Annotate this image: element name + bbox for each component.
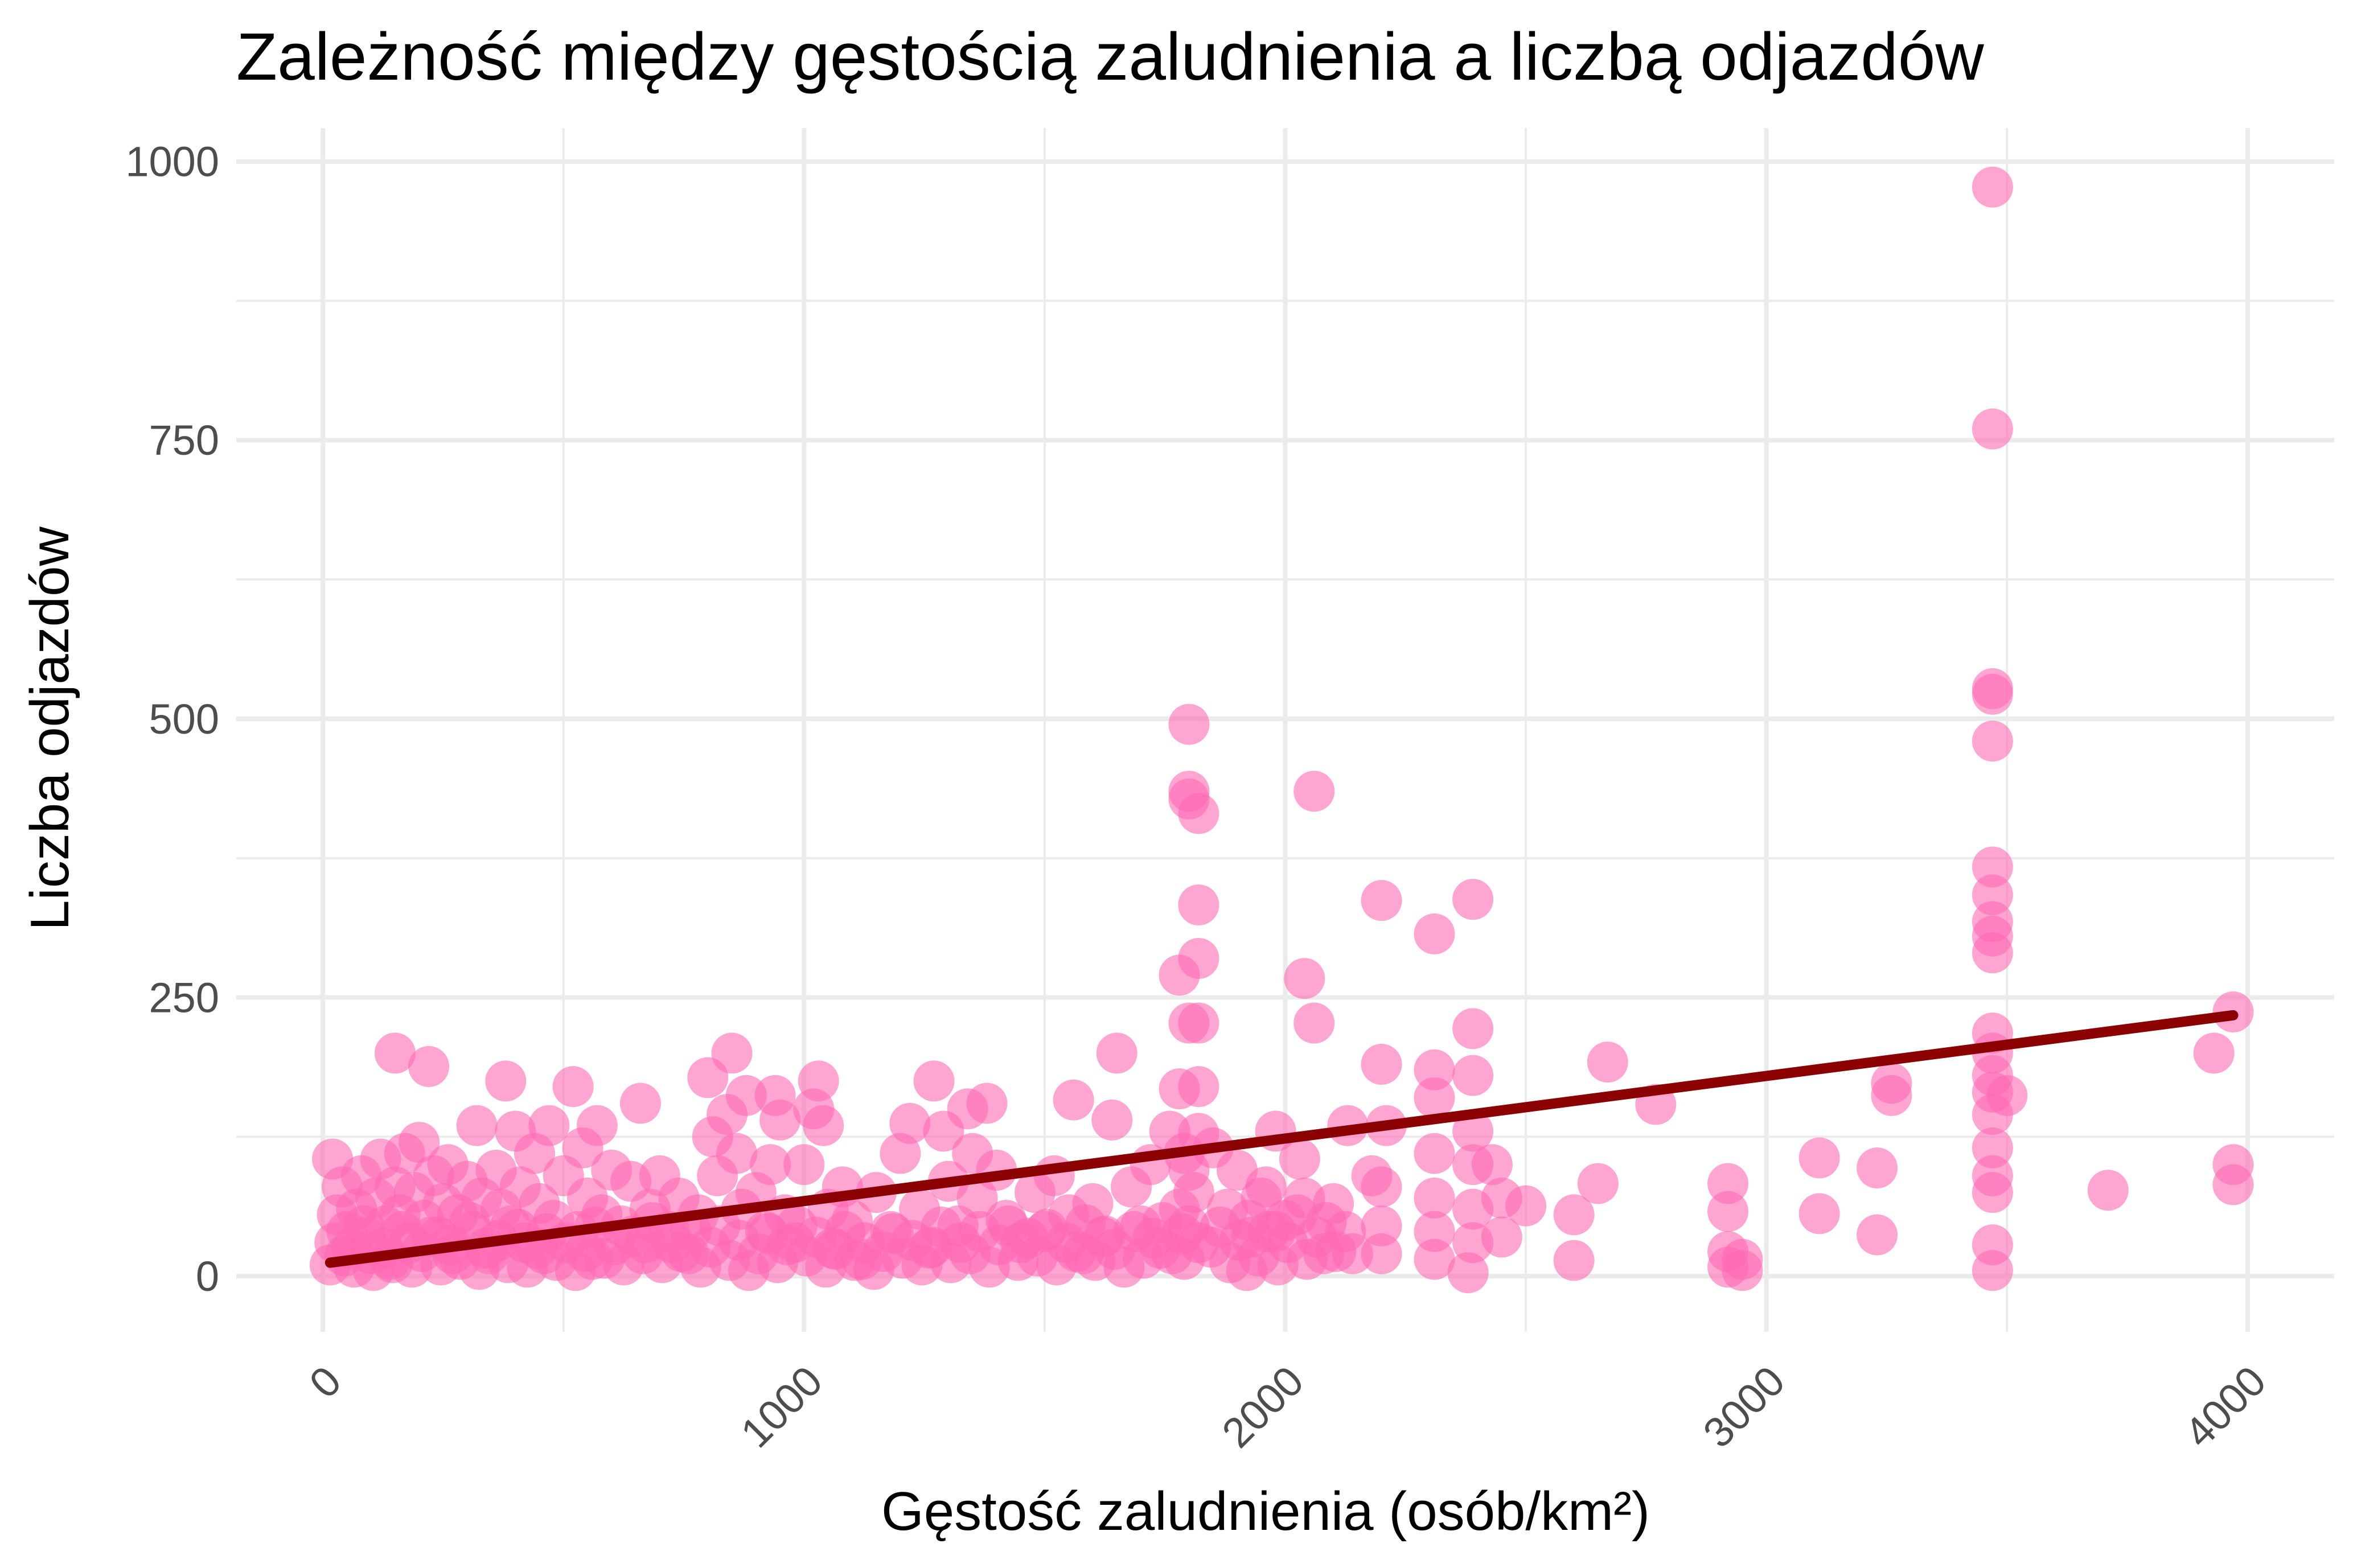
data-point	[1857, 1214, 1898, 1256]
data-point	[798, 1060, 839, 1102]
y-axis-title: Liczba odjazdów	[19, 526, 80, 930]
trend-line	[325, 1010, 2239, 1268]
data-point	[1178, 884, 1219, 925]
data-point	[1857, 1147, 1898, 1189]
data-point	[1361, 1233, 1402, 1274]
data-point	[528, 1105, 570, 1146]
data-point	[1447, 1252, 1489, 1294]
data-point	[552, 1066, 594, 1108]
trend-line-group	[325, 1010, 2239, 1268]
data-point	[399, 1122, 440, 1163]
data-point	[1577, 1163, 1619, 1204]
data-point	[889, 1102, 931, 1144]
data-point	[1279, 1138, 1320, 1180]
data-point	[1414, 1238, 1455, 1280]
data-point	[1587, 1042, 1628, 1083]
data-point	[1091, 1099, 1133, 1141]
data-point	[913, 1060, 955, 1102]
data-point	[576, 1105, 618, 1146]
data-point	[1361, 880, 1402, 921]
data-point	[716, 1133, 757, 1174]
data-point	[1351, 1155, 1393, 1196]
data-point	[1284, 958, 1325, 999]
data-point	[1553, 1194, 1595, 1236]
data-point	[1178, 793, 1219, 834]
data-point	[1414, 913, 1455, 954]
chart-title: Zależność między gęstością zaludnienia a…	[236, 19, 1984, 94]
data-point	[1972, 721, 2013, 762]
y-tick-label: 500	[149, 695, 219, 743]
data-point	[1168, 703, 1210, 745]
data-point	[750, 1144, 791, 1186]
data-point	[1505, 1185, 1547, 1227]
data-point	[966, 1083, 1008, 1124]
data-point	[374, 1032, 416, 1074]
data-point	[1471, 1144, 1513, 1186]
data-point	[1033, 1155, 1075, 1196]
data-point	[1096, 1032, 1138, 1074]
data-point	[1053, 1079, 1094, 1121]
y-tick-label: 0	[196, 1253, 219, 1300]
y-tick-label: 250	[149, 974, 219, 1021]
y-tick-label: 750	[149, 417, 219, 464]
data-point	[1972, 166, 2013, 208]
data-point	[1361, 1044, 1402, 1085]
data-point	[1722, 1250, 1763, 1291]
data-point	[1414, 1178, 1455, 1219]
data-point	[1553, 1240, 1595, 1281]
data-point	[803, 1105, 844, 1146]
data-point	[1293, 771, 1335, 812]
x-axis-title: Gęstość zaludnienia (osób/km²)	[881, 1481, 1650, 1542]
data-point	[1972, 932, 2013, 974]
data-point	[1325, 1211, 1366, 1252]
data-point	[759, 1099, 801, 1141]
data-point	[2212, 1164, 2254, 1205]
data-point	[1972, 673, 2013, 715]
y-tick-label: 1000	[125, 138, 219, 186]
y-axis-ticks: 0 250 500 750 1000	[125, 138, 219, 1300]
data-point	[1178, 1002, 1219, 1044]
data-point	[1707, 1191, 1749, 1232]
data-point	[1452, 879, 1494, 920]
data-point	[1972, 408, 2013, 450]
data-point	[711, 1032, 753, 1074]
data-point	[1452, 1110, 1494, 1152]
data-point	[456, 1105, 498, 1146]
data-point	[1452, 1008, 1494, 1050]
data-point	[1972, 1250, 2013, 1291]
data-point	[1798, 1137, 1840, 1179]
data-point	[1452, 1055, 1494, 1096]
data-point	[485, 1060, 527, 1102]
data-point	[619, 1083, 661, 1124]
data-point	[1986, 1075, 2028, 1116]
data-point	[1216, 1150, 1258, 1191]
data-point	[1481, 1216, 1522, 1258]
data-point	[725, 1075, 767, 1116]
data-point	[1972, 1172, 2013, 1213]
data-point	[1798, 1193, 1840, 1234]
data-point	[408, 1046, 450, 1087]
data-point	[783, 1144, 825, 1186]
data-point	[1159, 954, 1200, 996]
data-point	[1414, 1077, 1455, 1118]
data-point	[1178, 1066, 1219, 1108]
data-point	[1414, 1133, 1455, 1174]
data-point	[1871, 1075, 1912, 1116]
data-point	[2193, 1032, 2235, 1074]
data-point	[1293, 1002, 1335, 1044]
data-point	[2087, 1170, 2129, 1211]
